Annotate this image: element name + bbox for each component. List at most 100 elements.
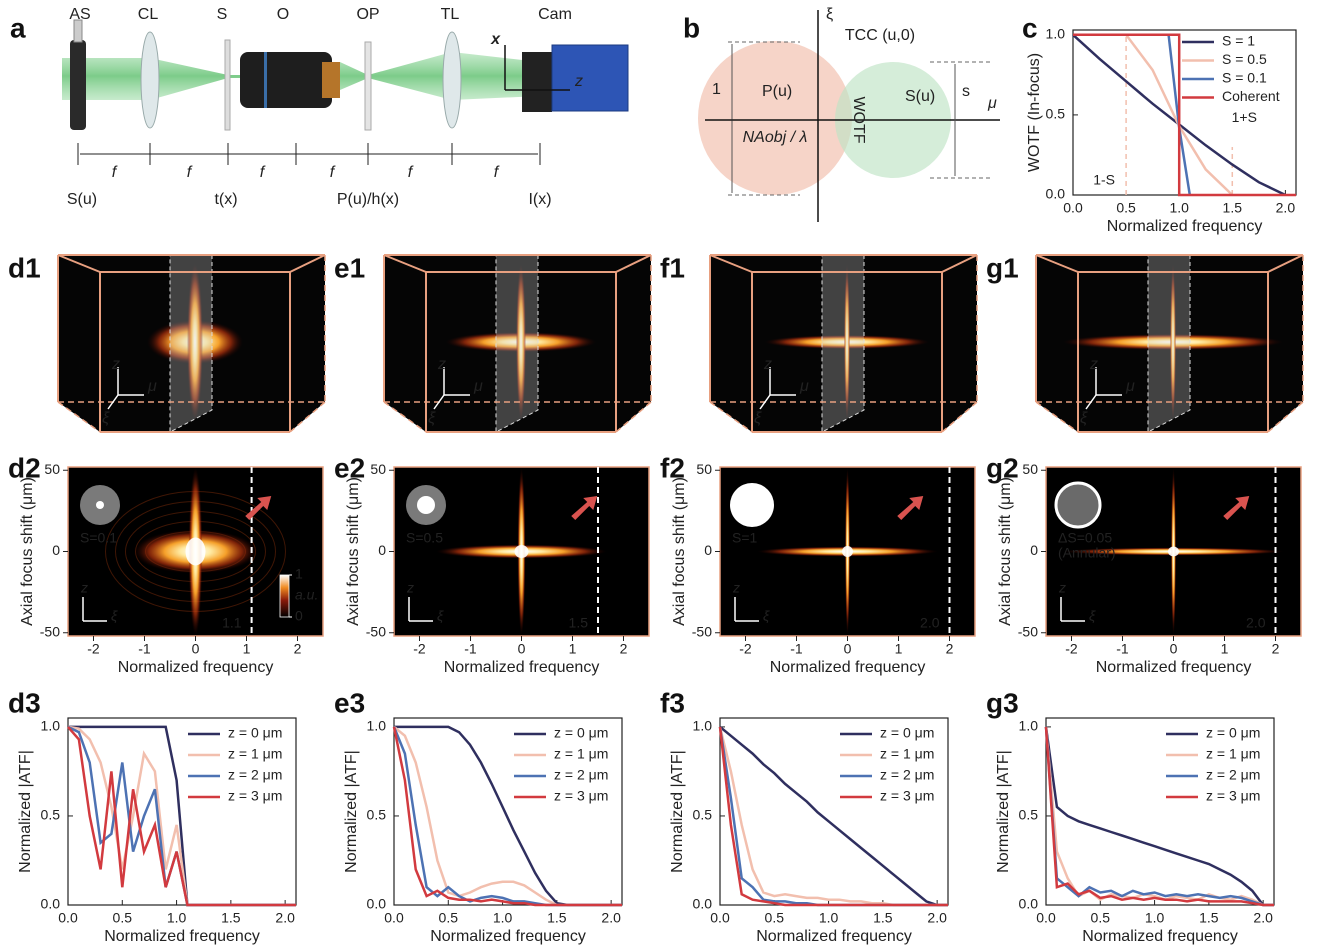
x-tick-label: 0.5	[439, 910, 459, 926]
y-tick-label: 0.0	[693, 896, 713, 912]
glow-core	[185, 537, 206, 566]
y-tick-label: 1.0	[1046, 26, 1066, 42]
volume	[1035, 254, 1304, 433]
axis-arrow	[433, 394, 445, 410]
x-tick-label: 0.0	[384, 910, 404, 926]
axis-label: μ	[1125, 378, 1135, 395]
x-tick-label: -2	[1065, 641, 1078, 657]
slice-plane	[495, 254, 539, 433]
component-label: CL	[138, 6, 159, 23]
legend-label: S = 0.5	[1222, 51, 1267, 67]
y-tick-label: 0.0	[1019, 896, 1039, 912]
axis-label: z	[763, 356, 772, 373]
axis-label: ξ	[111, 608, 118, 624]
legend-label: z = 1 μm	[1206, 746, 1260, 762]
colorbar-tick-label: 1	[295, 566, 303, 582]
x-tick-label: 0	[518, 641, 526, 657]
volume-edge	[383, 254, 427, 273]
y-tick-label: 1.0	[693, 718, 713, 734]
diagram-label: TCC (u,0)	[845, 27, 915, 44]
slice-plane	[821, 254, 865, 433]
panel-label: f3	[660, 687, 685, 718]
slice-plane	[1147, 254, 1191, 433]
volume-edge	[57, 254, 101, 273]
x-axis-label: Normalized frequency	[770, 659, 926, 676]
pointer-arrow	[571, 496, 598, 520]
panel-label: e1	[334, 252, 365, 283]
volume-edge	[1035, 254, 1079, 273]
y-axis-label: Axial focus shift (μm)	[997, 477, 1014, 626]
x-tick-label: 1	[895, 641, 903, 657]
volume-edge	[615, 401, 652, 433]
volume-edge	[941, 401, 978, 433]
axis-label: z	[80, 580, 88, 596]
y-axis-label: Axial focus shift (μm)	[345, 477, 362, 626]
x-tick-label: -1	[1116, 641, 1129, 657]
lens	[140, 31, 160, 129]
x-tick-label: 0	[192, 641, 200, 657]
legend-label: z = 2 μm	[1206, 767, 1260, 783]
y-tick-label: 50	[370, 461, 386, 477]
y-tick-label: 1.0	[1019, 718, 1039, 734]
legend-label: z = 2 μm	[880, 767, 934, 783]
volume-edge	[383, 401, 427, 433]
volume-edge	[709, 254, 753, 273]
volume-edge	[289, 401, 326, 433]
y-axis-label: Axial focus shift (μm)	[671, 477, 688, 626]
panel-label: d2	[8, 452, 41, 483]
spacing-label: f	[408, 164, 414, 181]
diagram-label: 1	[712, 81, 721, 98]
source-label: ΔS=0.05	[1058, 530, 1112, 546]
cutoff-label: 1.1	[222, 615, 242, 631]
x-tick-label: 1.0	[1145, 910, 1165, 926]
aperture	[70, 40, 86, 130]
component-label: TL	[441, 6, 460, 23]
x-tick-label: 2	[946, 641, 954, 657]
x-tick-label: 2	[620, 641, 628, 657]
series-line	[719, 725, 948, 907]
sample	[224, 39, 231, 131]
objective-ring	[264, 52, 267, 108]
x-tick-label: 2	[1272, 641, 1280, 657]
axis-label: μ	[799, 378, 809, 395]
y-tick-label: 0.5	[1046, 106, 1066, 122]
legend-label: z = 0 μm	[554, 725, 608, 741]
series-line	[1073, 33, 1192, 196]
lens	[442, 31, 462, 129]
legend-label: Coherent	[1222, 88, 1280, 104]
legend-label: z = 1 μm	[228, 746, 282, 762]
legend-label: z = 0 μm	[1206, 725, 1260, 741]
diagram-label: NAobj / λ	[743, 129, 808, 146]
axis-label: ξ	[102, 410, 110, 427]
spacing-label: f	[494, 164, 500, 181]
panel-label: f2	[660, 452, 685, 483]
panel-label: b	[683, 12, 700, 43]
series-line	[67, 726, 296, 907]
plot-frame	[393, 717, 623, 906]
glow-core	[514, 545, 529, 558]
volume	[57, 254, 326, 433]
y-tick-label: 0.5	[1019, 807, 1039, 823]
y-tick-label: 0.5	[41, 807, 61, 823]
axis-arrow	[759, 394, 771, 410]
y-tick-label: 0	[704, 542, 712, 558]
cutoff-label: 1.5	[569, 615, 589, 631]
y-tick-label: -50	[40, 623, 60, 639]
diagram-label: μ	[987, 95, 997, 112]
axis-label: z	[574, 73, 583, 90]
y-tick-label: 1.0	[367, 718, 387, 734]
x-tick-label: 0	[844, 641, 852, 657]
axis-label: ξ	[1080, 410, 1088, 427]
glow	[1170, 264, 1176, 420]
x-tick-label: -1	[464, 641, 477, 657]
diagram-label: ξ	[826, 6, 833, 23]
axis-arrow	[1085, 394, 1097, 410]
x-tick-label: 0.5	[765, 910, 785, 926]
diagram-label: WOTF	[850, 96, 867, 143]
x-axis-label: Normalized frequency	[430, 928, 586, 945]
x-tick-label: 1.0	[493, 910, 513, 926]
x-tick-label: 1.0	[1169, 200, 1189, 216]
x-axis-label: Normalized frequency	[444, 659, 600, 676]
y-axis-label: Normalized |ATF|	[17, 750, 34, 873]
